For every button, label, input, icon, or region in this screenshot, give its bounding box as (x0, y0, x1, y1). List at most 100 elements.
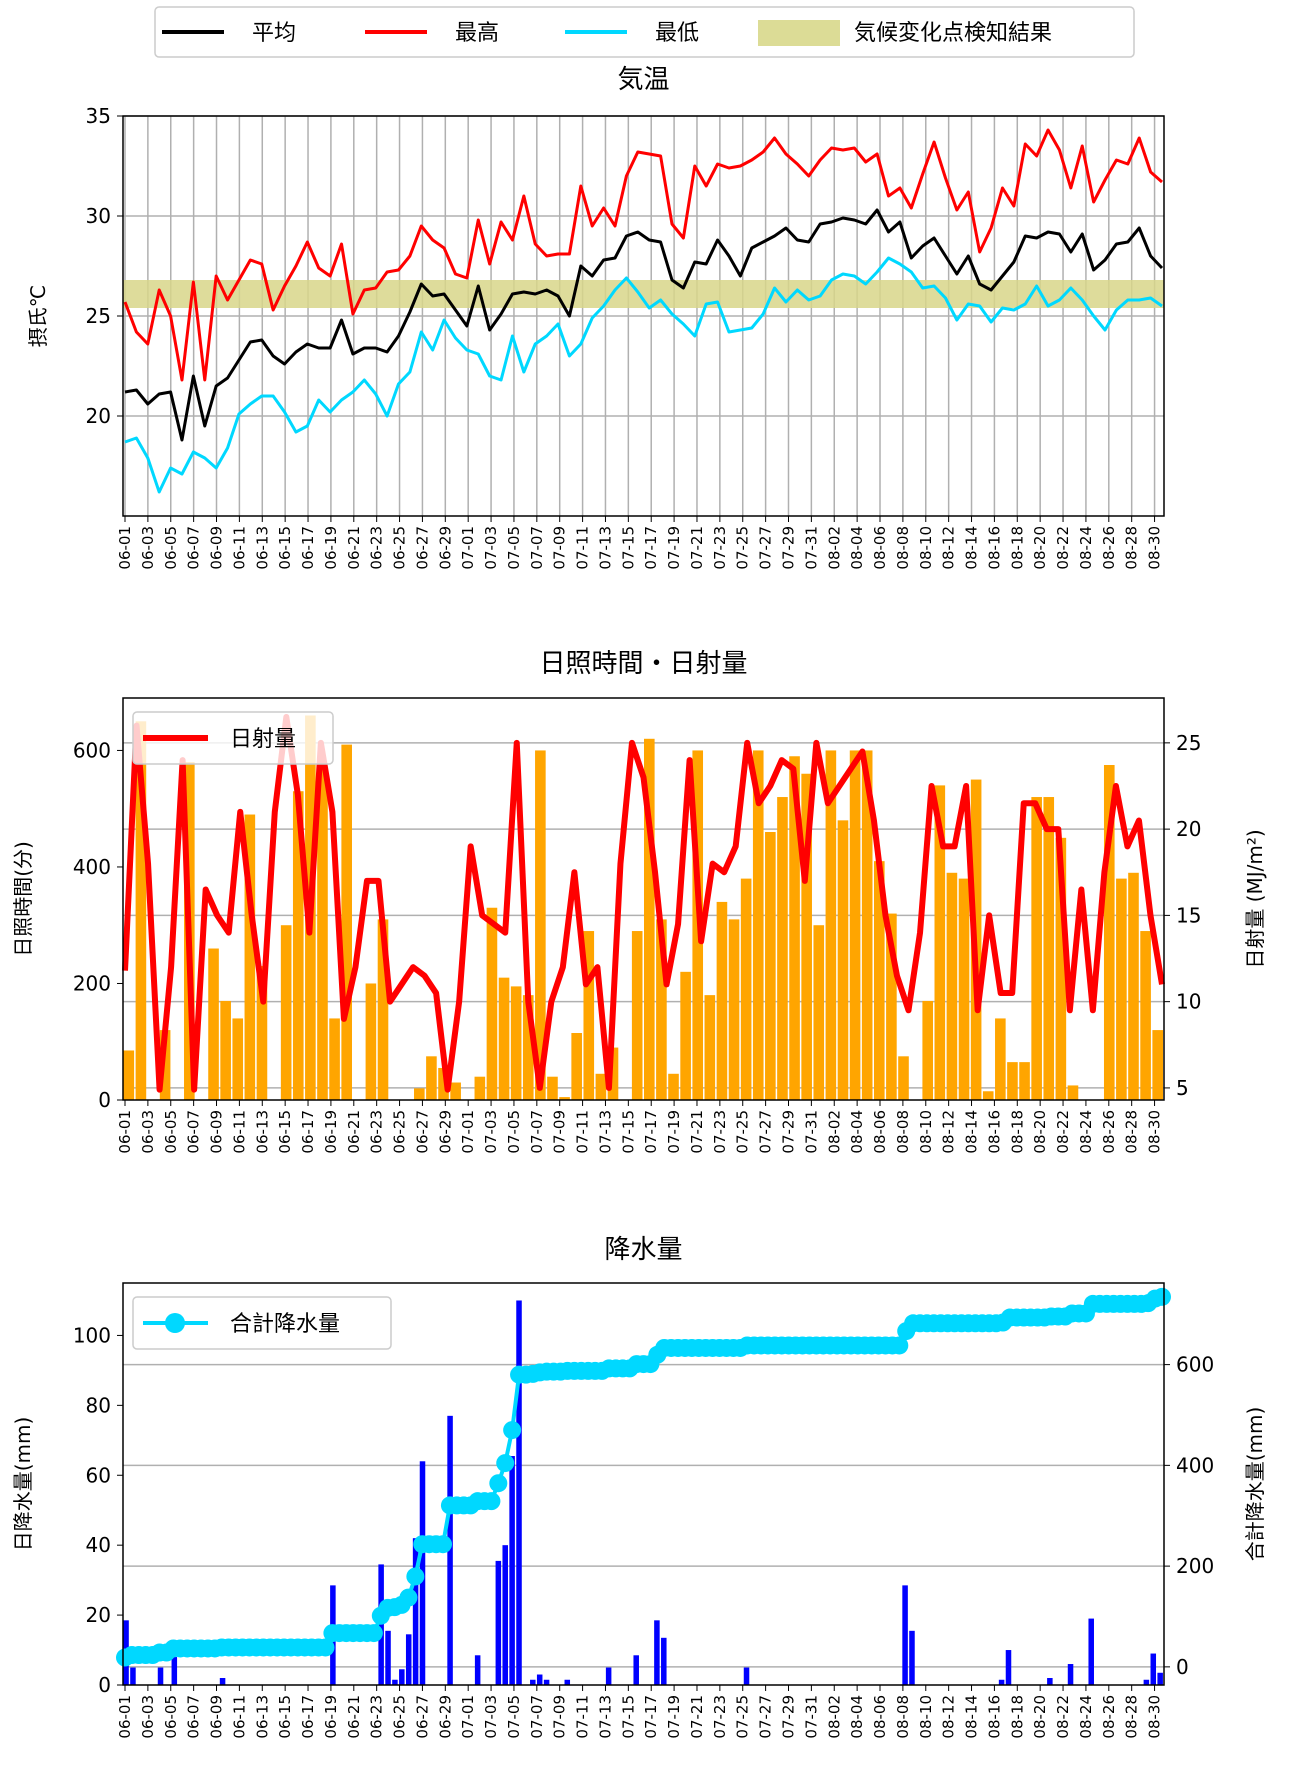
sunshine-bar (837, 820, 849, 1100)
precip-bar (474, 1655, 481, 1685)
x-tick-label: 06-11 (230, 1110, 248, 1154)
precip-bar (998, 1679, 1005, 1685)
x-tick-label: 07-09 (551, 1110, 569, 1154)
x-tick-label: 07-21 (688, 526, 706, 570)
precip-bar (654, 1620, 660, 1685)
x-tick-label: 06-07 (185, 526, 203, 570)
x-tick-label: 06-21 (345, 1110, 363, 1154)
x-tick-label: 07-27 (757, 526, 775, 570)
x-tick-label: 08-16 (985, 1110, 1003, 1154)
x-tick-label: 06-25 (391, 1110, 409, 1154)
x-tick-label: 06-27 (413, 1110, 431, 1154)
sunshine-bar (789, 756, 800, 1100)
sunshine-bar (898, 1056, 909, 1100)
cumulative-line (124, 1294, 1163, 1660)
plot-frame (122, 697, 1165, 1101)
precip-bar (385, 1630, 391, 1685)
x-tick-label: 08-08 (894, 526, 912, 570)
x-tick-label: 07-07 (528, 526, 546, 570)
sunshine-bar (547, 1076, 558, 1100)
sunshine-bar (123, 1050, 135, 1100)
precipitation-chart: 降水量 0 200 400 600 0 20 40 60 80 100 合計降水量 06-01 06-03… (11, 1235, 1267, 1739)
sunshine-bar (559, 1097, 570, 1100)
sunshine-bar (522, 995, 534, 1100)
precip-bar (536, 1674, 543, 1685)
x-tick-label: 07-31 (802, 1695, 820, 1739)
sunshine-bar (232, 1018, 244, 1100)
sunshine-bar (583, 931, 595, 1100)
x-tick-label: 06-17 (299, 1695, 317, 1739)
y2-tick-label: 400 (1176, 1453, 1214, 1477)
x-tick-label: 07-05 (505, 1110, 523, 1154)
y-tick-label: 20 (86, 1603, 111, 1627)
sunshine-bar (849, 750, 861, 1100)
x-tick-label: 07-31 (802, 1110, 820, 1154)
x-tick-label: 06-13 (253, 526, 271, 570)
chart-title: 日照時間・日射量 (539, 649, 747, 679)
x-tick-label: 06-19 (322, 1695, 340, 1739)
x-tick-label: 07-05 (505, 1695, 523, 1739)
x-tick-label: 07-31 (802, 526, 820, 570)
x-tick-label: 08-30 (1146, 1695, 1164, 1739)
x-tick-label: 07-15 (619, 526, 637, 570)
x-tick-label: 07-09 (551, 1695, 569, 1739)
cumulative-point (1153, 1287, 1171, 1306)
sunshine-bar (450, 1082, 461, 1100)
y-tick-label: 60 (86, 1463, 111, 1487)
x-tick-label: 06-17 (299, 526, 317, 570)
cumulative-point (316, 1638, 335, 1657)
x-tick-label: 06-25 (391, 1695, 409, 1739)
precip-bar (1047, 1678, 1053, 1685)
legend-marker (165, 1313, 185, 1333)
precip-bar (1157, 1672, 1163, 1685)
sunshine-bar (1152, 1030, 1163, 1100)
y-axis-label: 日降水量(mm) (11, 1417, 35, 1552)
x-tick-label: 08-16 (985, 1695, 1003, 1739)
x-tick-label: 08-26 (1100, 526, 1118, 570)
sunshine-bar (1116, 878, 1127, 1100)
precip-bar (543, 1679, 550, 1685)
y-axis-label: 日照時間(分) (11, 841, 35, 957)
sunshine-bar (1067, 1085, 1079, 1100)
x-tick-label: 07-13 (596, 526, 614, 570)
x-tick-label: 07-05 (505, 526, 523, 570)
x-tick-label: 06-29 (436, 1110, 454, 1154)
x-tick-label: 07-23 (711, 526, 729, 570)
sunshine-bar (644, 738, 655, 1100)
precip-bar (405, 1634, 412, 1685)
precip-bar (412, 1538, 419, 1685)
sunshine-bar (801, 773, 812, 1100)
x-tick-label: 08-06 (871, 1695, 889, 1739)
y2-tick-label: 5 (1176, 1076, 1189, 1100)
sunshine-bar (135, 721, 147, 1100)
precip-bar (516, 1300, 522, 1685)
x-tick-label: 06-23 (368, 1695, 386, 1739)
x-tick-label: 08-28 (1123, 1110, 1141, 1154)
y-tick-label: 40 (86, 1533, 111, 1557)
x-tick-label: 07-13 (596, 1695, 614, 1739)
precip-bar (1088, 1618, 1094, 1685)
sunshine-bar (1031, 797, 1042, 1100)
legend-patch (758, 20, 840, 46)
sunshine-bar (414, 1088, 425, 1100)
x-tick-label: 08-06 (871, 1110, 889, 1154)
x-tick-label: 07-03 (482, 1695, 500, 1739)
sunshine-bar (510, 986, 522, 1100)
sunshine-bar (571, 1033, 582, 1100)
precip-bar (743, 1667, 750, 1685)
sunshine-bar (704, 995, 716, 1100)
sunshine-bar (474, 1076, 486, 1100)
x-tick-label: 07-17 (642, 1695, 660, 1739)
precip-bar (1143, 1679, 1150, 1685)
x-tick-label: 07-13 (596, 1110, 614, 1154)
sunshine-bar (982, 1091, 994, 1100)
precip-bar (909, 1630, 915, 1685)
cumulative-point (434, 1535, 453, 1554)
legend-box (132, 711, 334, 765)
sunshine-bar (825, 750, 837, 1100)
precip-bar (447, 1415, 453, 1685)
sunshine-bar (607, 1047, 619, 1100)
cumulative-point (482, 1492, 501, 1511)
x-tick-label: 06-15 (276, 1695, 294, 1739)
x-tick-label: 08-02 (825, 1110, 843, 1154)
